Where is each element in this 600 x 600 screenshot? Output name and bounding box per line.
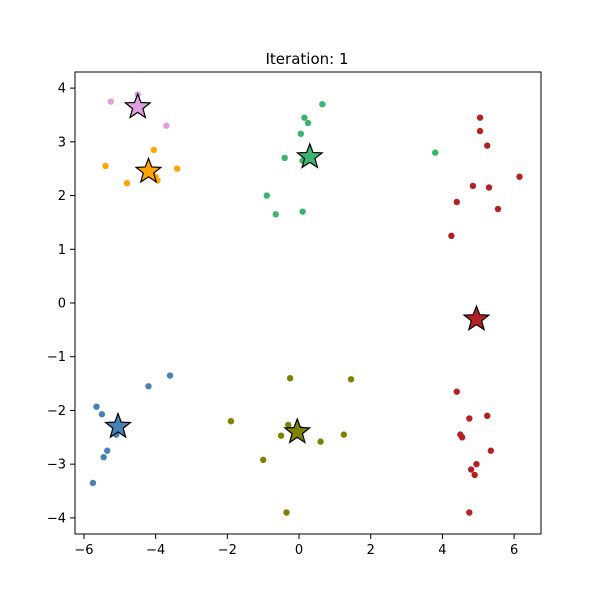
x-tick-label: 4 bbox=[438, 543, 446, 558]
data-point bbox=[277, 432, 285, 439]
y-tick-label: −1 bbox=[47, 350, 66, 365]
data-point bbox=[432, 149, 439, 156]
x-tick-label: 2 bbox=[367, 543, 375, 558]
y-tick-label: 2 bbox=[58, 189, 66, 204]
data-point bbox=[485, 184, 493, 191]
data-point bbox=[299, 208, 306, 215]
data-point bbox=[487, 447, 495, 454]
centroid-star bbox=[283, 417, 312, 444]
data-point bbox=[166, 372, 174, 379]
data-point bbox=[494, 205, 502, 213]
data-point bbox=[347, 376, 355, 383]
y-tick-label: 1 bbox=[58, 243, 66, 258]
data-point bbox=[301, 114, 308, 121]
data-point bbox=[227, 417, 235, 425]
data-point bbox=[467, 466, 475, 473]
y-tick-label: 0 bbox=[58, 297, 66, 312]
data-point bbox=[89, 479, 97, 487]
data-point bbox=[317, 438, 324, 445]
data-point bbox=[281, 154, 288, 162]
data-point bbox=[297, 130, 305, 137]
data-point bbox=[466, 509, 473, 516]
y-tick-label: −3 bbox=[47, 458, 66, 473]
data-point bbox=[283, 509, 290, 516]
data-point bbox=[150, 146, 158, 154]
data-point bbox=[473, 460, 480, 468]
data-point bbox=[145, 383, 152, 390]
data-point bbox=[304, 119, 312, 127]
data-point bbox=[516, 173, 523, 180]
data-point bbox=[163, 122, 170, 129]
data-point bbox=[104, 447, 111, 454]
plot-frame bbox=[74, 71, 542, 535]
chart-title: Iteration: 1 bbox=[266, 50, 349, 68]
data-point bbox=[458, 434, 466, 441]
data-point bbox=[285, 421, 292, 429]
data-point bbox=[448, 232, 455, 240]
data-point bbox=[469, 182, 477, 190]
y-tick-label: 3 bbox=[58, 135, 66, 150]
cluster-4 bbox=[89, 372, 174, 487]
cluster-3 bbox=[448, 114, 523, 516]
centroid-star bbox=[462, 304, 491, 332]
data-point bbox=[484, 142, 491, 149]
data-point bbox=[98, 411, 106, 418]
data-point bbox=[466, 415, 473, 422]
data-point bbox=[173, 165, 181, 172]
data-point bbox=[476, 127, 484, 135]
data-point bbox=[340, 431, 348, 438]
x-tick-label: −6 bbox=[74, 543, 93, 558]
y-tick-label: −4 bbox=[47, 511, 66, 526]
data-point bbox=[471, 471, 478, 479]
data-point bbox=[259, 456, 267, 464]
cluster-5 bbox=[227, 375, 355, 516]
centroid-star bbox=[104, 411, 133, 439]
data-point bbox=[107, 98, 115, 105]
y-tick-label: −2 bbox=[47, 404, 66, 419]
x-tick-label: 6 bbox=[510, 543, 518, 558]
data-point bbox=[272, 211, 279, 218]
data-point bbox=[453, 198, 460, 206]
data-point bbox=[100, 453, 107, 461]
data-point bbox=[484, 412, 491, 420]
centroid-star bbox=[123, 92, 152, 119]
centroid-star bbox=[134, 156, 163, 184]
x-tick-label: 0 bbox=[295, 543, 303, 558]
x-tick-label: −4 bbox=[146, 543, 165, 558]
data-point bbox=[102, 162, 109, 170]
x-tick-label: −2 bbox=[218, 543, 237, 558]
data-point bbox=[263, 192, 270, 199]
data-point bbox=[453, 388, 460, 395]
y-tick-label: 4 bbox=[58, 82, 66, 97]
data-point bbox=[93, 403, 100, 410]
data-point bbox=[319, 101, 326, 108]
data-point bbox=[476, 114, 484, 121]
data-point bbox=[123, 180, 131, 187]
cluster-2 bbox=[263, 101, 439, 218]
centroid-star bbox=[295, 142, 324, 169]
data-point bbox=[286, 375, 294, 382]
